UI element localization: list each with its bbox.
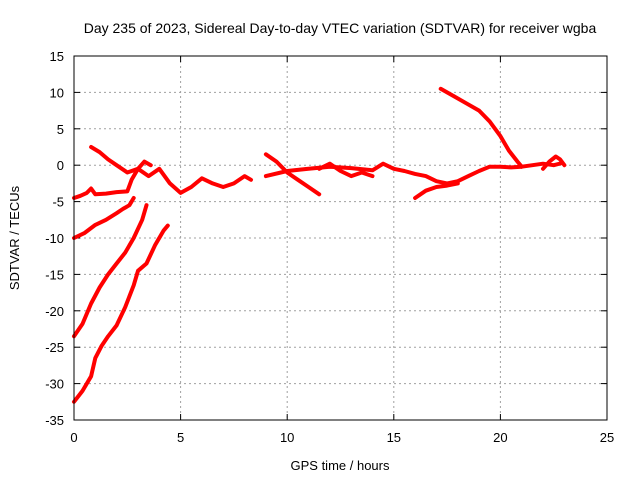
series-arc-4 <box>72 223 170 404</box>
y-tick-label: -30 <box>45 377 64 392</box>
y-tick-label: -25 <box>45 340 64 355</box>
y-tick-label: -15 <box>45 267 64 282</box>
x-tick-label: 10 <box>280 430 294 445</box>
y-tick-label: 0 <box>57 158 64 173</box>
series-arc-10 <box>438 86 524 169</box>
series-group <box>72 86 567 404</box>
series-arc-9 <box>413 181 460 200</box>
series-arc-2 <box>72 196 136 240</box>
x-axis-label: GPS time / hours <box>291 458 390 473</box>
y-tick-label: -20 <box>45 304 64 319</box>
plot-frame <box>73 55 608 421</box>
series-arc-5 <box>89 145 253 195</box>
series-arc-6 <box>263 152 322 197</box>
x-tick-label: 20 <box>493 430 507 445</box>
y-tick-label: 15 <box>50 49 64 64</box>
y-axis-label: SDTVAR / TECUs <box>7 185 22 290</box>
x-tick-label: 0 <box>70 430 77 445</box>
x-tick-label: 15 <box>387 430 401 445</box>
x-tick-label: 5 <box>177 430 184 445</box>
y-tick-label: -35 <box>45 413 64 428</box>
series-arc-11 <box>541 154 567 171</box>
y-tick-label: 5 <box>57 122 64 137</box>
grid <box>74 56 607 420</box>
series-arc-3 <box>72 203 149 339</box>
series-arc-8 <box>317 161 375 179</box>
chart-title: Day 235 of 2023, Sidereal Day-to-day VTE… <box>84 20 597 36</box>
y-tick-label: -10 <box>45 231 64 246</box>
x-tick-label: 25 <box>600 430 614 445</box>
y-tick-label: -5 <box>52 195 64 210</box>
y-tick-label: 10 <box>50 85 64 100</box>
